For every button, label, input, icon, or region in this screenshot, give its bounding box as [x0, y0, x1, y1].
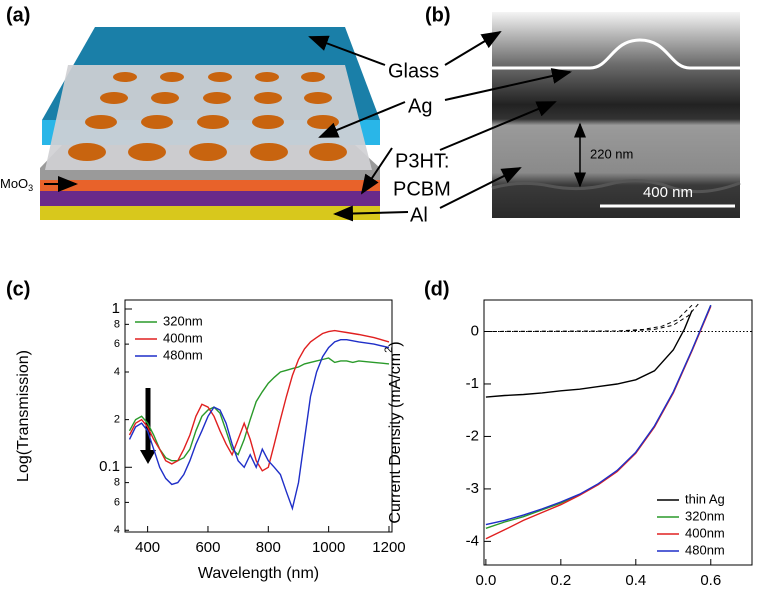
y-tick-label: 0.1 — [99, 458, 120, 475]
y-tick-label: -4 — [466, 532, 479, 549]
y-tick-label: 8 — [114, 477, 120, 489]
x-tick-label: 800 — [256, 539, 281, 556]
panel-label: (a) — [6, 4, 30, 26]
plot-frame — [483, 299, 753, 566]
y-tick-label: -3 — [466, 480, 479, 497]
y-axis-label-end: ) — [387, 341, 404, 346]
series-line — [485, 306, 712, 540]
panel-label: (c) — [6, 278, 30, 300]
legend-label: 320nm — [685, 508, 725, 523]
x-tick-label: 1000 — [312, 539, 345, 556]
series-line — [128, 339, 390, 511]
x-tick-label: 0.2 — [550, 572, 571, 589]
x-tick-label: 0.4 — [625, 572, 646, 589]
x-tick-label: 400 — [135, 539, 160, 556]
y-axis-label-sup: 2 — [383, 347, 395, 353]
holes — [68, 72, 347, 161]
series-line — [485, 310, 693, 398]
y-axis-label-text: Current Density (mA/cm — [387, 353, 404, 524]
y-axis-label: Log(Transmission) — [15, 350, 32, 482]
legend-label: thin Ag — [685, 491, 725, 506]
y-tick-label: 0 — [471, 322, 479, 339]
series-line — [128, 357, 390, 462]
x-tick-label: 1200 — [372, 539, 405, 556]
label-arrows — [308, 30, 572, 222]
moo3-sub: 3 — [28, 183, 33, 193]
device-schematic — [40, 27, 380, 220]
y-tick-label: -2 — [466, 427, 479, 444]
series-line — [485, 302, 700, 332]
series-line — [128, 329, 390, 472]
thickness-label: 220 nm — [590, 146, 633, 161]
y-tick-label: 4 — [114, 524, 120, 536]
series-line — [485, 304, 712, 526]
legend-label: 320nm — [163, 313, 203, 328]
y-tick-label: 1 — [112, 300, 120, 317]
annotation-arrowhead — [140, 450, 156, 464]
layer-label: PCBM — [393, 178, 451, 200]
y-tick-label: 2 — [114, 414, 120, 426]
panel-label: (b) — [425, 4, 451, 26]
x-axis-label: Wavelength (nm) — [198, 565, 319, 582]
moo3-label: MoO3 — [0, 176, 33, 193]
series-line — [485, 304, 712, 529]
y-axis-label-text: Log(Transmission) — [15, 350, 32, 482]
x-tick-label: 0.6 — [700, 572, 721, 589]
layer-label: Al — [410, 204, 428, 226]
scale-bar-label: 400 nm — [643, 184, 693, 201]
plot-frame — [124, 299, 393, 533]
layer-label: Ag — [408, 95, 432, 117]
y-tick-label: 6 — [114, 496, 120, 508]
y-tick-label: 4 — [114, 366, 120, 378]
layer-label: Glass — [388, 60, 439, 82]
layer-label: P3HT: — [395, 150, 449, 172]
series-line — [485, 304, 693, 332]
y-tick-label: 8 — [114, 318, 120, 330]
x-tick-label: 600 — [195, 539, 220, 556]
x-tick-label: 0.0 — [475, 572, 496, 589]
legend-label: 400nm — [685, 525, 725, 540]
legend-label: 480nm — [685, 542, 725, 557]
sem-image — [491, 12, 741, 218]
y-tick-label: 6 — [114, 338, 120, 350]
al-layer — [40, 205, 380, 220]
y-tick-label: -1 — [466, 375, 479, 392]
moo3-layer — [40, 180, 380, 191]
legend-label: 400nm — [163, 330, 203, 345]
moo3-text: MoO — [0, 176, 28, 191]
panel-label: (d) — [424, 278, 450, 300]
legend-label: 480nm — [163, 347, 203, 362]
active-layer — [40, 190, 380, 206]
y-axis-label: Current Density (mA/cm2) — [383, 341, 404, 523]
